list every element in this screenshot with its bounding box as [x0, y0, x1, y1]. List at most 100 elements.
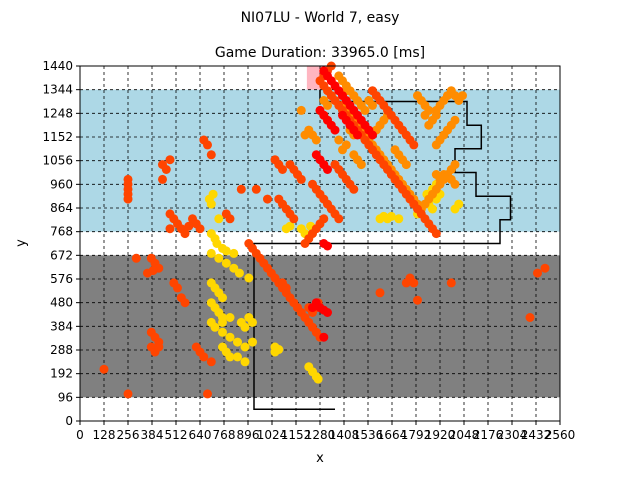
y-tick-label: 960 — [50, 177, 73, 191]
y-tick-label: 192 — [50, 367, 73, 381]
figure-suptitle: NI07LU - World 7, easy — [241, 10, 400, 26]
data-point — [206, 199, 216, 209]
trajectory-path — [253, 89, 512, 410]
y-tick-label: 768 — [50, 225, 73, 239]
x-tick-label: 384 — [141, 428, 164, 442]
data-point — [165, 224, 175, 234]
data-point — [311, 135, 321, 145]
data-point — [431, 229, 441, 239]
y-tick-label: 1248 — [42, 106, 73, 120]
data-point — [450, 160, 460, 170]
data-point — [218, 317, 227, 327]
x-tick-label: 2304 — [497, 428, 528, 442]
x-tick-label: 256 — [117, 428, 140, 442]
data-point — [173, 283, 182, 293]
data-point — [251, 184, 261, 194]
x-tick-label: 1280 — [305, 428, 336, 442]
data-point — [420, 100, 430, 110]
x-tick-label: 512 — [165, 428, 188, 442]
y-tick-label: 864 — [50, 201, 73, 215]
data-point — [323, 100, 332, 110]
data-point — [165, 155, 175, 165]
data-point — [450, 179, 460, 189]
data-point — [313, 374, 323, 384]
x-tick-label: 1664 — [377, 428, 408, 442]
data-point — [540, 263, 550, 273]
data-point — [225, 313, 235, 322]
data-point — [368, 100, 377, 110]
y-tick-label: 576 — [50, 272, 73, 286]
data-point — [248, 337, 257, 347]
data-point — [274, 345, 284, 354]
data-point — [409, 278, 419, 288]
data-point — [225, 332, 235, 342]
data-point — [225, 352, 235, 362]
data-point — [206, 150, 216, 160]
data-point — [323, 241, 332, 251]
x-axis-label: x — [316, 451, 324, 466]
data-point — [353, 130, 362, 140]
data-point — [233, 352, 242, 362]
data-point — [99, 364, 109, 374]
x-axis: 0 128 256 384 512 640 768 896102411521280140815… — [76, 421, 575, 442]
data-point — [296, 174, 306, 184]
data-point — [225, 214, 235, 224]
data-point — [454, 199, 464, 209]
x-tick-label: 1408 — [329, 428, 360, 442]
data-point — [158, 174, 167, 184]
data-point — [203, 389, 212, 399]
data-point — [394, 214, 404, 224]
data-point — [375, 288, 385, 298]
data-point — [148, 266, 158, 276]
data-point — [278, 165, 287, 174]
data-point — [300, 239, 310, 248]
data-point — [525, 313, 535, 322]
data-point — [131, 253, 141, 263]
data-point — [234, 268, 244, 278]
points-layer — [99, 61, 550, 399]
y-axis: 0 96 192 288 384 480 576 672 768 864 960 1056 1152 12… — [42, 59, 80, 428]
data-point — [439, 170, 449, 179]
data-point — [218, 293, 227, 303]
y-tick-label: 384 — [50, 319, 73, 333]
data-point — [308, 303, 317, 313]
x-tick-label: 1152 — [281, 428, 312, 442]
data-point — [206, 248, 216, 258]
chart-title: Game Duration: 33965.0 [ms] — [215, 45, 425, 61]
data-point — [199, 352, 209, 362]
data-point — [208, 189, 218, 199]
data-point — [334, 214, 344, 224]
data-point — [240, 357, 250, 367]
data-point — [218, 327, 227, 337]
data-point — [180, 229, 190, 239]
y-tick-label: 1344 — [42, 83, 73, 97]
y-tick-label: 1056 — [42, 154, 73, 168]
data-point — [236, 184, 246, 194]
data-point — [323, 308, 332, 317]
data-point — [195, 224, 205, 234]
data-point — [360, 105, 370, 115]
data-point — [323, 165, 332, 174]
data-point — [450, 115, 460, 125]
data-point — [240, 342, 250, 352]
data-point — [409, 140, 419, 150]
data-point — [458, 91, 467, 101]
data-point — [180, 298, 190, 308]
x-tick-label: 1920 — [425, 428, 456, 442]
data-point — [221, 258, 231, 268]
data-point — [413, 295, 422, 305]
y-tick-label: 288 — [50, 343, 73, 357]
y-tick-label: 1152 — [42, 130, 73, 144]
data-point — [289, 214, 299, 224]
data-point — [285, 221, 295, 231]
data-point — [248, 317, 257, 327]
data-point — [296, 105, 306, 115]
y-tick-label: 672 — [50, 248, 73, 262]
x-tick-label: 896 — [237, 428, 260, 442]
data-point — [123, 184, 133, 194]
data-point — [161, 165, 171, 174]
data-point — [206, 357, 216, 367]
data-point — [356, 160, 366, 170]
x-tick-label: 0 — [76, 428, 84, 442]
x-tick-label: 128 — [93, 428, 116, 442]
